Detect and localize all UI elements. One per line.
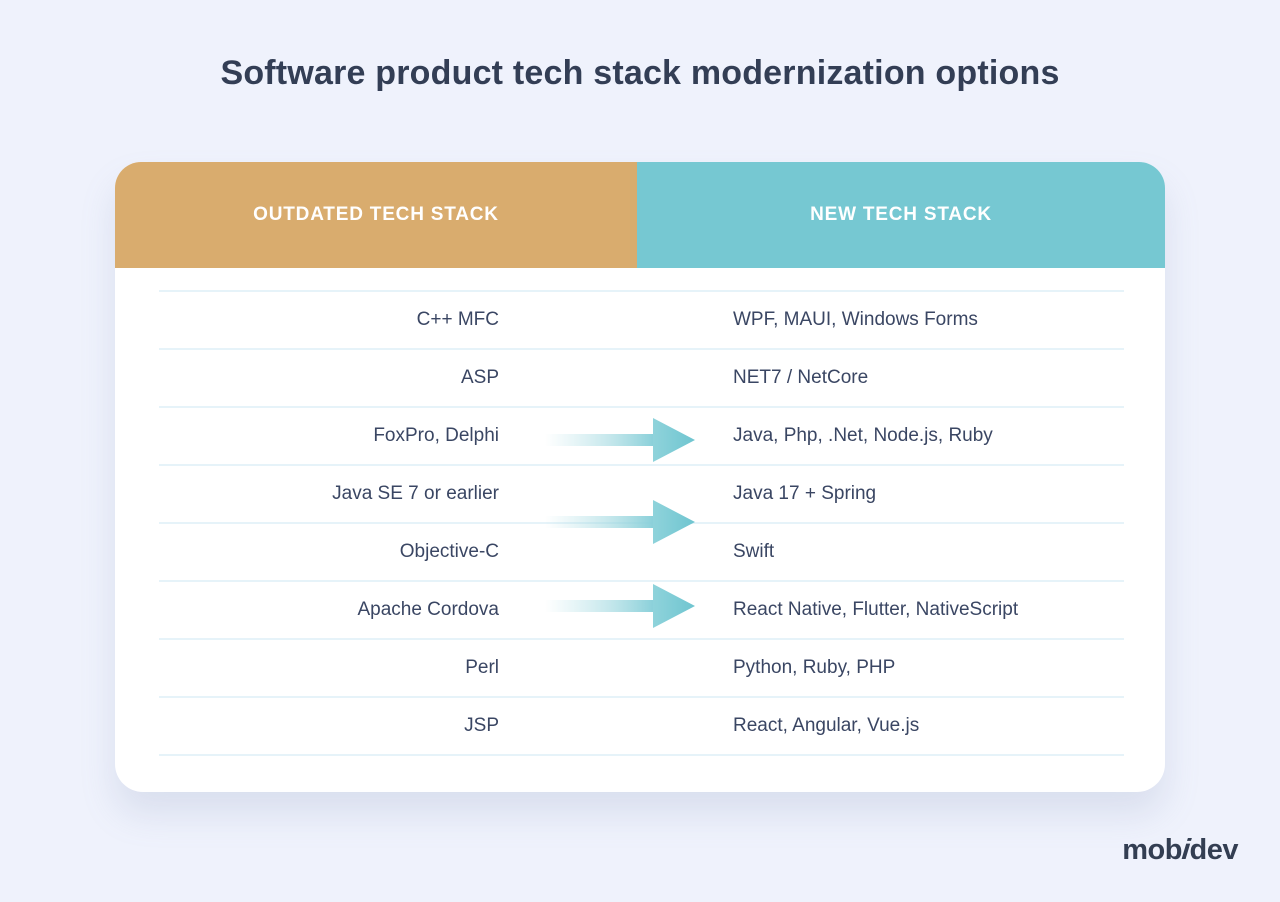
outdated-cell: ASP (460, 367, 499, 388)
table-row: Apache Cordova React Native, Flutter, Na… (159, 582, 1124, 640)
page-title: Software product tech stack modernizatio… (220, 54, 1060, 92)
table-row: JSP React, Angular, Vue.js (159, 698, 1124, 756)
outdated-cell: Apache Cordova (357, 599, 499, 620)
new-cell: Java 17 + Spring (733, 483, 877, 504)
new-cell: WPF, MAUI, Windows Forms (733, 309, 978, 330)
comparison-card: OUTDATED TECH STACK NEW TECH STACK C++ M… (115, 162, 1165, 792)
logo-text-mob: mob (1122, 834, 1182, 866)
arrow-right-icon (545, 500, 695, 544)
new-cell: React Native, Flutter, NativeScript (733, 599, 1019, 620)
outdated-cell: C++ MFC (416, 309, 499, 330)
logo-text-dev: dev (1189, 834, 1239, 866)
outdated-cell: FoxPro, Delphi (373, 425, 499, 446)
arrow-right-icon (545, 584, 695, 628)
mobidev-logo: mobidev (1122, 834, 1238, 867)
header-outdated-label: OUTDATED TECH STACK (253, 204, 499, 225)
table-header-band: OUTDATED TECH STACK NEW TECH STACK (115, 162, 1165, 268)
arrow-right-icon (545, 418, 695, 462)
header-new-tech-stack: NEW TECH STACK (637, 162, 1165, 268)
outdated-cell: Perl (465, 657, 499, 678)
new-cell: Python, Ruby, PHP (733, 657, 896, 678)
table-row: C++ MFC WPF, MAUI, Windows Forms (159, 292, 1124, 350)
new-cell: React, Angular, Vue.js (733, 715, 920, 736)
header-outdated-tech-stack: OUTDATED TECH STACK (115, 162, 637, 268)
header-new-label: NEW TECH STACK (810, 204, 992, 225)
new-cell: Swift (733, 541, 775, 562)
table-row: ASP NET7 / NetCore (159, 350, 1124, 408)
table-row: FoxPro, Delphi Java, Php, .Net, Node.js,… (159, 408, 1124, 466)
outdated-cell: Java SE 7 or earlier (332, 483, 499, 504)
outdated-cell: JSP (464, 715, 499, 736)
outdated-cell: Objective-C (399, 541, 499, 562)
new-cell: Java, Php, .Net, Node.js, Ruby (733, 425, 993, 446)
comparison-table: C++ MFC WPF, MAUI, Windows Forms ASP NET… (159, 290, 1124, 792)
table-row: Perl Python, Ruby, PHP (159, 640, 1124, 698)
table-row: Objective-C Swift (159, 524, 1124, 582)
new-cell: NET7 / NetCore (733, 367, 869, 388)
